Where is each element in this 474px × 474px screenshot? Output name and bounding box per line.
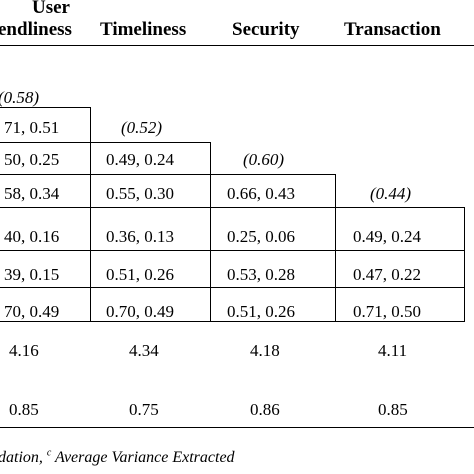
- header-user: User: [32, 0, 70, 18]
- cell-r3-c0: 58, 0.34: [4, 184, 60, 203]
- box-line-col1-right: [210, 142, 211, 321]
- box-line-row1-top: [0, 107, 91, 108]
- box-line-row2-top: [0, 142, 211, 143]
- footnote-part1: dation,: [0, 449, 47, 466]
- cell-r4-c3: 0.49, 0.24: [353, 227, 421, 246]
- header-security: Security: [232, 19, 300, 40]
- header-timeliness: Timeliness: [100, 19, 187, 40]
- cell-r3-c3: (0.44): [370, 184, 412, 203]
- cell-r1-c1: (0.52): [121, 118, 163, 137]
- box-line-row6-top: [0, 287, 465, 288]
- bottom-rule: [0, 427, 474, 428]
- box-line-row5-top: [0, 250, 465, 251]
- box-line-col3-right: [464, 207, 465, 321]
- footnote-part2: Average Variance Extracted: [51, 449, 235, 466]
- box-line-row6-bottom: [0, 321, 465, 322]
- cell-r5-c0: 39, 0.15: [4, 265, 60, 284]
- last-c0: 0.85: [9, 400, 39, 419]
- box-line-col2-right: [335, 174, 336, 321]
- cell-r1-c0: 71, 0.51: [4, 118, 60, 137]
- cell-r3-c2: 0.66, 0.43: [227, 184, 295, 203]
- mean-c0: 4.16: [9, 341, 39, 360]
- cell-r5-c1: 0.51, 0.26: [106, 265, 174, 284]
- box-line-row4-top: [0, 207, 465, 208]
- footnote-superscript: c: [46, 447, 52, 459]
- last-c3: 0.85: [378, 400, 408, 419]
- mean-c2: 4.18: [250, 341, 280, 360]
- box-line-row3-top: [0, 174, 336, 175]
- mean-c1: 4.34: [129, 341, 159, 360]
- cell-r4-c0: 40, 0.16: [4, 227, 60, 246]
- cell-r6-c3: 0.71, 0.50: [353, 302, 421, 321]
- cell-r2-c0: 50, 0.25: [4, 150, 60, 169]
- header-user-friendliness: endliness: [0, 19, 72, 40]
- cell-r4-c1: 0.36, 0.13: [106, 227, 174, 246]
- last-c2: 0.86: [250, 400, 280, 419]
- cell-r2-c2: (0.60): [243, 150, 285, 169]
- header-transaction: Transaction: [344, 19, 441, 40]
- cell-r3-c1: 0.55, 0.30: [106, 184, 174, 203]
- cell-r6-c1: 0.70, 0.49: [106, 302, 174, 321]
- cell-r2-c1: 0.49, 0.24: [106, 150, 174, 169]
- mean-c3: 4.11: [378, 341, 408, 360]
- footnote: dation, c Average Variance Extracted: [0, 448, 235, 468]
- cell-r6-c0: 70, 0.49: [4, 302, 60, 321]
- cell-r5-c3: 0.47, 0.22: [353, 265, 421, 284]
- cell-r5-c2: 0.53, 0.28: [227, 265, 295, 284]
- header-rule: [0, 45, 474, 46]
- box-line-col0-right: [90, 107, 91, 321]
- cell-r0-c0: (0.58): [0, 88, 40, 107]
- cell-r4-c2: 0.25, 0.06: [227, 227, 295, 246]
- last-c1: 0.75: [129, 400, 159, 419]
- cell-r6-c2: 0.51, 0.26: [227, 302, 295, 321]
